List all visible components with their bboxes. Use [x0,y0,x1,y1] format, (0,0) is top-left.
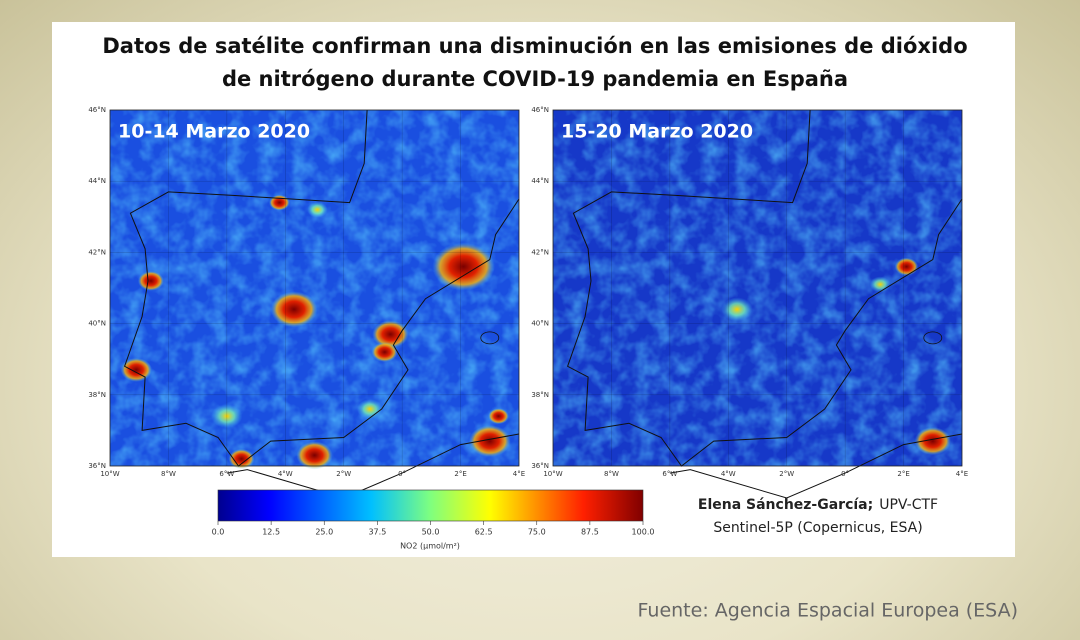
colorbar-label: NO2 (µmol/m²) [400,542,460,551]
emission-hotspot [307,201,328,218]
colorbar-tick-label: 62.5 [475,528,493,537]
island [480,331,500,345]
lat-tick-label: 46°N [531,106,549,114]
map-panel: 10-14 Marzo 2020 46°N 44°N 42°N 40°N 38°N 36°N… [88,106,525,499]
lon-tick-label: 2°W [336,470,351,478]
emission-hotspot [432,242,495,291]
lat-tick-label: 38°N [88,391,106,399]
colorbar-tick-label: 25.0 [315,528,333,537]
coastline [669,433,963,499]
map-texture [553,110,962,466]
lon-tick-label: 10°W [100,470,119,478]
emission-hotspot [371,342,398,363]
lon-tick-label: 2°E [897,470,909,478]
lon-tick-label: 4°E [513,470,525,478]
colorbar-ticks: 0.0 12.5 25.0 37.5 50.0 62.5 75.0 87.5 100.0 [212,521,655,537]
lat-tick-label: 42°N [531,248,549,256]
lon-tick-label: 8°W [161,470,176,478]
lon-tick-label: 10°W [543,470,562,478]
lat-tick-label: 36°N [531,462,549,470]
lon-tick-label: 4°E [956,470,968,478]
lon-tick-label: 4°W [278,470,293,478]
panel-label: 15-20 Marzo 2020 [561,121,753,143]
coastline [226,433,520,499]
lon-tick-label: 4°W [721,470,736,478]
lon-tick-label: 0° [398,470,406,478]
emission-hotspot [357,399,384,420]
emission-hotspot [721,297,753,322]
footer: Fuente: Agencia Espacial Europea (ESA) [638,600,1018,622]
maps: 10-14 Marzo 2020 46°N 44°N 42°N 40°N 38°N 36°N… [88,106,968,499]
affiliation: UPV-CTF [879,497,938,513]
map-panel: 15-20 Marzo 2020 46°N 44°N 42°N 40°N 38°N 36°N… [531,106,968,499]
emission-hotspot [296,441,333,470]
colorbar-tick-label: 50.0 [422,528,440,537]
lon-tick-label: 8°W [604,470,619,478]
lon-tick-label: 0° [841,470,849,478]
colorbar-tick-label: 0.0 [212,528,225,537]
lat-tick-label: 40°N [531,320,549,328]
lon-tick-label: 2°W [779,470,794,478]
lat-tick-label: 44°N [531,177,549,185]
lon-tick-label: 2°E [454,470,466,478]
lat-tick-label: 44°N [88,177,106,185]
emission-hotspot [869,276,891,293]
emission-hotspot [894,257,919,276]
emission-hotspot [372,320,409,349]
colorbar-tick-label: 100.0 [632,528,655,537]
author: Elena Sánchez-García; [698,497,873,513]
colorbar-tick-label: 87.5 [581,528,599,537]
lat-tick-label: 46°N [88,106,106,114]
lat-tick-label: 42°N [88,248,106,256]
emission-hotspot [468,425,511,458]
title-line: de nitrógeno durante COVID-19 pandemia e… [222,67,848,91]
emission-hotspot [914,427,951,456]
emission-hotspot [120,357,152,382]
lon-tick-label: 6°W [662,470,677,478]
credit-line: Elena Sánchez-García; UPV-CTF [698,497,938,513]
source: Sentinel-5P (Copernicus, ESA) [713,520,922,536]
lon-tick-label: 6°W [219,470,234,478]
map-frame [552,109,963,467]
colorbar-tick-label: 75.0 [528,528,546,537]
emission-hotspot [488,408,509,425]
emission-hotspot [269,194,290,211]
island [923,331,943,345]
coastline [566,109,963,467]
panel-label: 10-14 Marzo 2020 [118,121,310,143]
coastline [123,109,520,467]
lat-tick-label: 40°N [88,320,106,328]
map-frame [109,109,520,467]
emission-hotspot [228,448,255,469]
emission-hotspot [270,291,318,328]
colorbar-tick-label: 12.5 [262,528,280,537]
emission-hotspot [211,404,243,429]
title-line: Datos de satélite confirman una disminuc… [102,34,967,58]
lat-tick-label: 38°N [531,391,549,399]
colorbar-tick-label: 37.5 [368,528,386,537]
emission-hotspot [137,270,164,291]
lat-tick-label: 36°N [88,462,106,470]
colorbar [217,489,644,522]
